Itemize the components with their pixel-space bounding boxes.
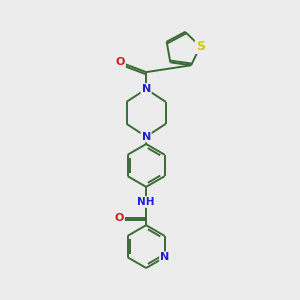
Text: O: O	[116, 57, 125, 67]
Text: N: N	[142, 132, 151, 142]
Text: N: N	[142, 84, 151, 94]
Text: O: O	[115, 213, 124, 223]
Text: S: S	[196, 40, 205, 53]
Text: N: N	[160, 252, 169, 262]
Text: NH: NH	[137, 197, 155, 207]
